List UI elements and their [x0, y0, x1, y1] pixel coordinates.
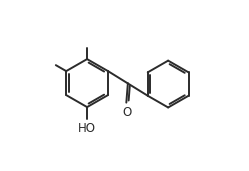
Text: HO: HO — [78, 122, 96, 135]
Text: O: O — [123, 106, 132, 119]
